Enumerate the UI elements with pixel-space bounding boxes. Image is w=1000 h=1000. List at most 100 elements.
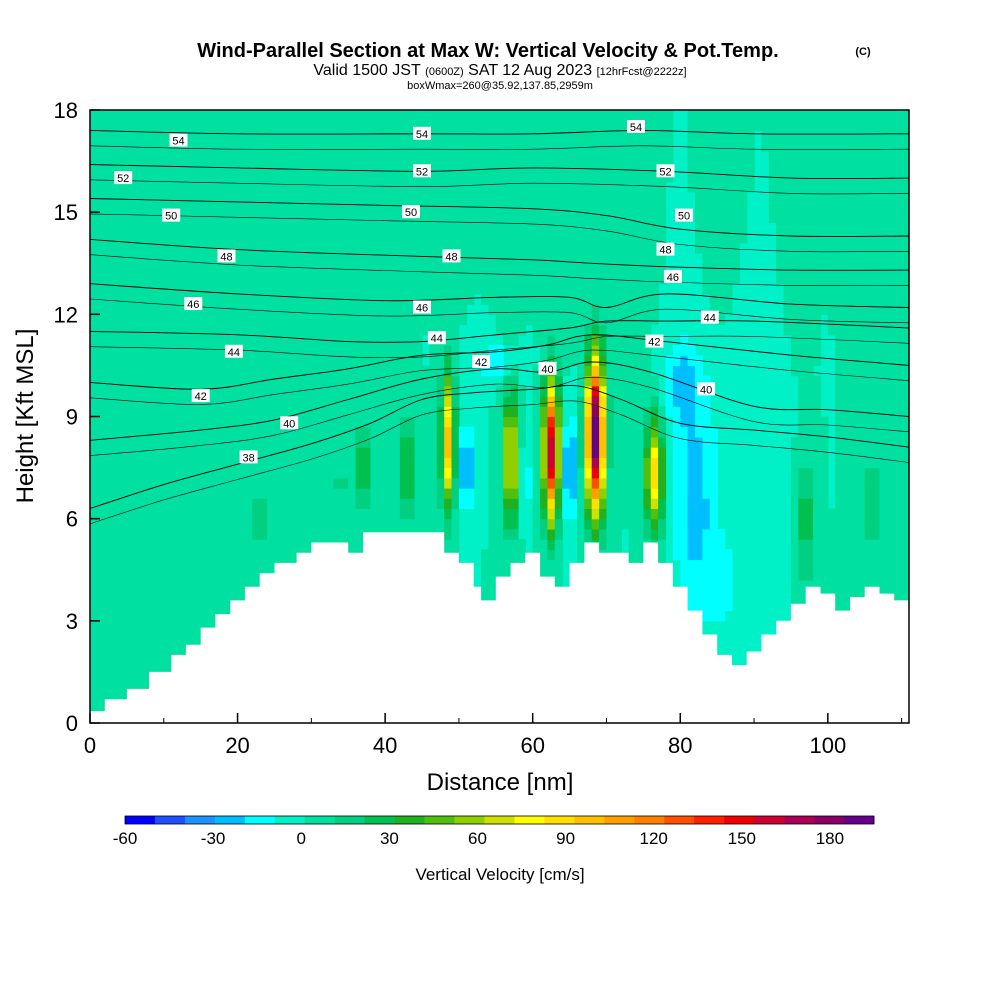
velocity-cell — [643, 477, 652, 489]
velocity-cell — [591, 283, 600, 295]
velocity-cell — [289, 171, 298, 183]
velocity-cell — [392, 314, 401, 326]
velocity-cell — [407, 293, 416, 305]
velocity-cell — [562, 212, 571, 223]
velocity-cell — [156, 253, 165, 264]
velocity-cell — [200, 253, 209, 264]
velocity-cell — [591, 253, 600, 264]
velocity-cell — [540, 161, 549, 172]
velocity-cell — [495, 559, 504, 571]
velocity-cell — [178, 355, 187, 366]
velocity-cell — [141, 171, 150, 183]
velocity-cell — [724, 590, 733, 601]
velocity-cell — [304, 488, 312, 499]
velocity-cell — [222, 293, 231, 305]
velocity-cell — [304, 253, 312, 264]
velocity-cell — [281, 181, 290, 193]
velocity-cell — [185, 498, 194, 509]
velocity-cell — [200, 171, 209, 183]
velocity-cell — [149, 396, 157, 407]
velocity-cell — [281, 549, 290, 561]
velocity-cell — [348, 477, 357, 489]
velocity-cell — [178, 518, 187, 530]
velocity-cell — [163, 242, 172, 254]
velocity-cell — [281, 528, 290, 540]
velocity-cell — [525, 110, 534, 121]
velocity-cell — [399, 375, 408, 387]
velocity-cell — [119, 671, 128, 683]
velocity-cell — [377, 171, 386, 183]
velocity-cell — [244, 518, 253, 530]
velocity-cell — [481, 120, 490, 131]
velocity-cell — [717, 140, 726, 152]
velocity-cell — [569, 488, 578, 499]
velocity-cell — [399, 498, 408, 509]
velocity-cell — [621, 263, 630, 275]
velocity-cell — [444, 150, 453, 162]
velocity-cell — [798, 518, 807, 530]
velocity-cell — [281, 304, 290, 315]
velocity-cell — [222, 283, 231, 295]
velocity-cell — [790, 355, 799, 366]
velocity-cell — [97, 263, 106, 275]
velocity-cell — [259, 202, 268, 213]
velocity-cell — [363, 212, 371, 223]
velocity-cell — [134, 334, 143, 346]
velocity-cell — [97, 120, 106, 131]
velocity-cell — [813, 293, 822, 305]
velocity-cell — [149, 488, 157, 499]
velocity-cell — [237, 140, 246, 152]
velocity-cell — [798, 559, 807, 571]
velocity-cell — [495, 130, 504, 142]
velocity-cell — [126, 580, 135, 591]
velocity-cell — [126, 355, 135, 366]
velocity-cell — [517, 396, 526, 407]
velocity-cell — [296, 518, 305, 530]
velocity-cell — [244, 263, 253, 275]
velocity-cell — [458, 477, 467, 489]
velocity-cell — [399, 508, 408, 520]
velocity-cell — [643, 385, 652, 397]
velocity-cell — [274, 222, 283, 234]
velocity-cell — [215, 375, 224, 387]
velocity-cell — [126, 518, 135, 530]
velocity-cell — [178, 263, 187, 275]
velocity-cell — [776, 150, 785, 162]
velocity-cell — [193, 508, 202, 520]
velocity-cell — [636, 508, 644, 520]
velocity-cell — [606, 222, 615, 234]
velocity-cell — [451, 324, 460, 336]
velocity-cell — [547, 293, 556, 305]
velocity-cell — [709, 447, 718, 458]
velocity-cell — [451, 539, 460, 550]
velocity-cell — [599, 110, 608, 121]
velocity-cell — [488, 559, 497, 571]
velocity-cell — [599, 120, 608, 131]
velocity-cell — [274, 171, 283, 183]
velocity-cell — [444, 242, 453, 254]
velocity-cell — [97, 110, 106, 121]
velocity-cell — [259, 345, 268, 356]
velocity-cell — [798, 273, 807, 285]
velocity-cell — [193, 171, 202, 183]
velocity-cell — [481, 171, 490, 183]
velocity-cell — [208, 191, 217, 203]
velocity-cell — [680, 426, 689, 438]
velocity-cell — [178, 222, 187, 234]
velocity-cell — [141, 263, 150, 275]
velocity-cell — [695, 130, 703, 142]
velocity-cell — [554, 242, 563, 254]
velocity-cell — [768, 161, 777, 172]
velocity-cell — [171, 375, 180, 387]
velocity-cell — [709, 263, 718, 275]
velocity-cell — [230, 191, 239, 203]
velocity-cell — [318, 396, 327, 407]
valid-date: SAT 12 Aug 2023 — [468, 62, 592, 79]
velocity-cell — [613, 457, 622, 469]
velocity-cell — [444, 416, 453, 428]
velocity-cell — [805, 304, 814, 315]
velocity-cell — [244, 488, 253, 499]
velocity-cell — [304, 426, 312, 438]
velocity-cell — [304, 324, 312, 336]
velocity-cell — [200, 293, 209, 305]
